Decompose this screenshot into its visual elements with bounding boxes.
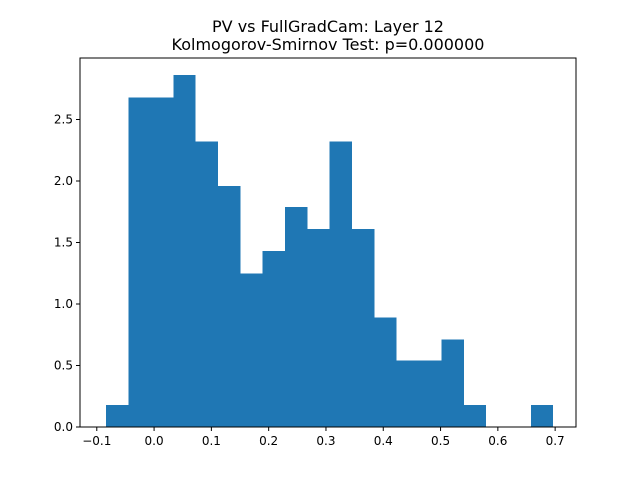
- histogram-bar-14: [419, 360, 442, 427]
- histogram-bar-13: [396, 360, 420, 427]
- y-axis-ticks: 0.0 0.5 1.0 1.5 2.0 2.5: [54, 113, 80, 434]
- histogram-bar-10: [329, 141, 353, 427]
- histogram-bar-0: [106, 404, 129, 427]
- histogram-bar-7: [262, 251, 286, 427]
- histogram-bar-8: [285, 206, 308, 427]
- bars-layer: [106, 75, 554, 428]
- x-tick-label-2: 0.1: [202, 434, 221, 448]
- histogram-bar-19: [530, 404, 554, 427]
- histogram-bar-15: [441, 339, 464, 427]
- x-tick-label-5: 0.4: [374, 434, 393, 448]
- chart-subtitle: Kolmogorov-Smirnov Test: p=0.000000: [172, 35, 485, 54]
- x-tick-label-6: 0.5: [431, 434, 450, 448]
- x-tick-label-7: 0.6: [488, 434, 507, 448]
- y-tick-label-4: 2.0: [54, 174, 73, 188]
- histogram-bar-5: [217, 185, 241, 427]
- histogram-bar-9: [307, 228, 330, 427]
- histogram-bar-1: [128, 97, 151, 428]
- histogram-bar-4: [195, 141, 218, 427]
- y-tick-label-3: 1.5: [54, 236, 73, 250]
- x-tick-label-0: −0.1: [82, 434, 111, 448]
- histogram-bar-16: [463, 404, 487, 427]
- y-tick-label-1: 0.5: [54, 359, 73, 373]
- x-axis-ticks: −0.1 0.0 0.1 0.2 0.3 0.4 0.5 0.6 0.7: [82, 427, 565, 448]
- x-tick-label-1: 0.0: [145, 434, 164, 448]
- x-tick-label-3: 0.2: [259, 434, 278, 448]
- histogram-bar-2: [150, 97, 174, 428]
- histogram-bar-6: [240, 273, 263, 427]
- x-tick-label-4: 0.3: [316, 434, 335, 448]
- y-tick-label-5: 2.5: [54, 113, 73, 127]
- histogram-bar-11: [352, 228, 375, 427]
- y-tick-label-2: 1.0: [54, 297, 73, 311]
- histogram-bar-12: [374, 317, 397, 427]
- y-tick-label-0: 0.0: [54, 420, 73, 434]
- histogram-bar-3: [173, 75, 196, 427]
- axes-frame: [79, 57, 577, 428]
- x-tick-label-8: 0.7: [546, 434, 565, 448]
- chart-title: PV vs FullGradCam: Layer 12: [212, 17, 444, 36]
